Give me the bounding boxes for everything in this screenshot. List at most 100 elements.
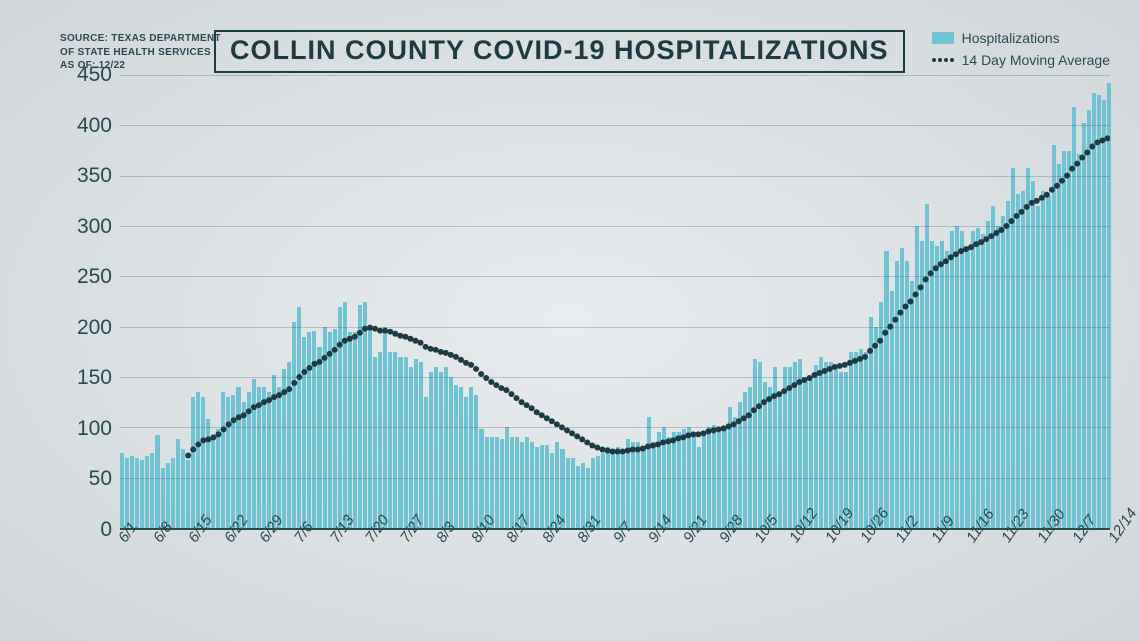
bar: [778, 392, 782, 528]
bar: [631, 442, 635, 528]
bar: [424, 397, 428, 528]
bar: [748, 387, 752, 528]
bar: [474, 395, 478, 528]
bar: [297, 307, 301, 528]
legend-label-bars: Hospitalizations: [962, 30, 1060, 46]
bar: [864, 352, 868, 528]
bar: [991, 206, 995, 528]
bar: [444, 367, 448, 528]
legend: Hospitalizations 14 Day Moving Average: [932, 30, 1110, 74]
bar: [773, 367, 777, 528]
bar: [712, 425, 716, 528]
bar: [1001, 216, 1005, 528]
bar: [242, 402, 246, 528]
bar: [166, 463, 170, 528]
bar: [652, 442, 656, 528]
bar: [1102, 100, 1106, 528]
bar: [510, 437, 514, 528]
bar: [819, 357, 823, 528]
gridline: [120, 176, 1110, 177]
bar: [738, 402, 742, 528]
bar: [206, 419, 210, 528]
bar: [1011, 168, 1015, 528]
bar: [378, 352, 382, 528]
bar: [829, 362, 833, 528]
bar: [535, 447, 539, 528]
bar-series: [120, 75, 1110, 528]
bar: [647, 417, 651, 528]
bar: [1036, 206, 1040, 528]
chart-title-box: COLLIN COUNTY COVID-19 HOSPITALIZATIONS: [214, 30, 905, 73]
chart-title: COLLIN COUNTY COVID-19 HOSPITALIZATIONS: [230, 35, 889, 65]
bar: [302, 337, 306, 528]
bar: [920, 241, 924, 528]
bar: [236, 387, 240, 528]
y-axis-label: 250: [60, 265, 112, 289]
bar: [986, 221, 990, 528]
bar: [393, 352, 397, 528]
bar: [1052, 145, 1056, 528]
y-axis-label: 50: [60, 467, 112, 491]
bar: [728, 407, 732, 528]
y-axis-label: 200: [60, 316, 112, 340]
bar: [358, 305, 362, 528]
bar: [925, 204, 929, 528]
bar: [338, 307, 342, 528]
y-axis-label: 0: [60, 518, 112, 542]
bar: [317, 347, 321, 528]
bar: [469, 387, 473, 528]
bar: [945, 251, 949, 528]
bar: [576, 466, 580, 528]
bar: [388, 352, 392, 528]
bar: [490, 437, 494, 528]
bar: [312, 331, 316, 528]
bar: [965, 246, 969, 528]
bar: [1087, 110, 1091, 528]
bar: [525, 437, 529, 528]
y-axis-label: 300: [60, 215, 112, 239]
dots-swatch-icon: [932, 58, 954, 62]
bar: [414, 359, 418, 528]
bar: [641, 447, 645, 528]
bar: [849, 352, 853, 528]
bar: [545, 445, 549, 528]
y-axis-label: 450: [60, 63, 112, 87]
bar: [282, 369, 286, 528]
bar: [895, 261, 899, 528]
bar: [333, 329, 337, 528]
bar: [495, 437, 499, 528]
bar: [601, 453, 605, 528]
bar: [900, 248, 904, 528]
bar: [150, 453, 154, 528]
bar: [130, 456, 134, 528]
bar: [140, 460, 144, 528]
bar: [500, 439, 504, 528]
gridline: [120, 478, 1110, 479]
bar: [196, 392, 200, 528]
bar: [1107, 83, 1111, 528]
bar: [464, 397, 468, 528]
bar: [940, 241, 944, 528]
bar: [571, 458, 575, 528]
gridline: [120, 427, 1110, 428]
bar: [1097, 95, 1101, 528]
y-axis-label: 350: [60, 164, 112, 188]
bar: [743, 392, 747, 528]
gridline: [120, 327, 1110, 328]
bar: [1077, 154, 1081, 528]
bar: [566, 458, 570, 528]
bar: [181, 449, 185, 528]
bar: [798, 359, 802, 528]
bar: [353, 332, 357, 528]
bar: [783, 367, 787, 528]
bar: [677, 432, 681, 528]
bar: [910, 281, 914, 528]
bar: [155, 435, 159, 528]
bar: [191, 397, 195, 528]
bar: [834, 367, 838, 528]
bar: [343, 302, 347, 529]
bar: [976, 228, 980, 528]
bar: [667, 437, 671, 528]
bar: [398, 357, 402, 528]
bar: [717, 432, 721, 528]
